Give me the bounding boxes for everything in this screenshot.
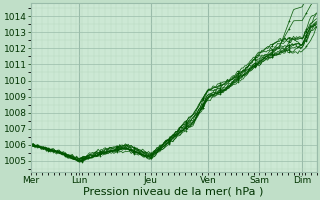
X-axis label: Pression niveau de la mer( hPa ): Pression niveau de la mer( hPa ) (84, 187, 264, 197)
